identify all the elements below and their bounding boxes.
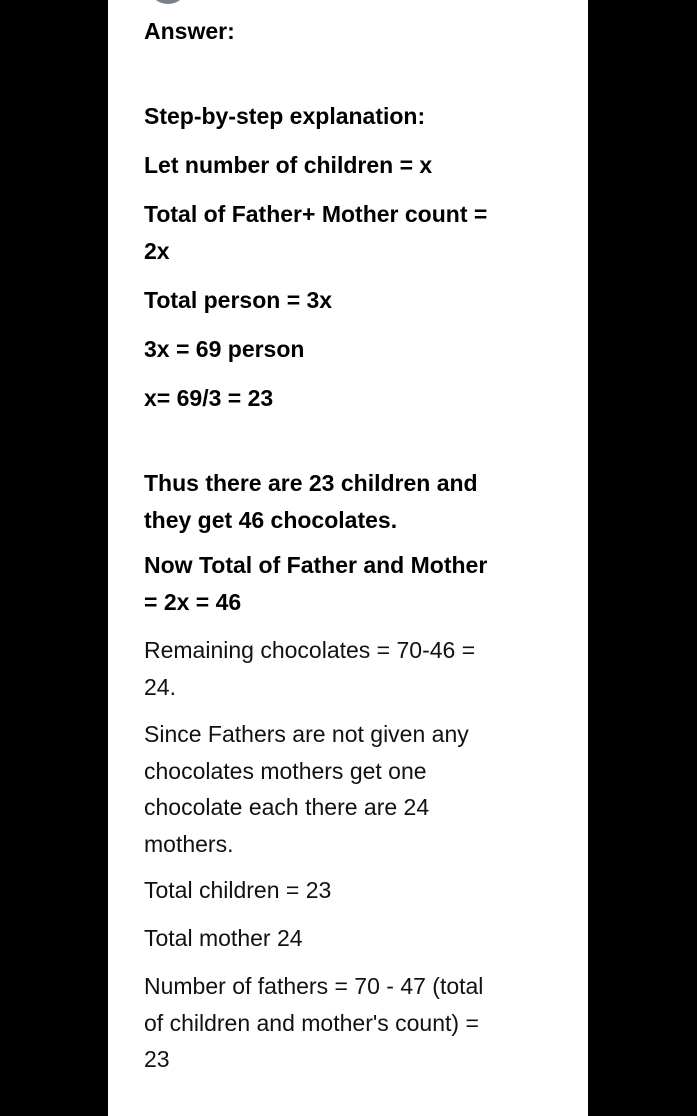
paragraph-line: of children and mother's count) =	[144, 1009, 479, 1036]
paragraph-line: Let number of children = x	[144, 152, 433, 178]
explanation-paragraph: Total person = 3x	[144, 282, 332, 319]
paragraph-line: chocolate each there are 24	[144, 794, 430, 820]
answer-label: Answer:	[144, 18, 235, 44]
paragraph-line: = 2x = 46	[144, 588, 242, 615]
paragraph-line: Thus there are 23 children and	[144, 470, 478, 496]
explanation-paragraph: Since Fathers are not given any chocolate…	[144, 716, 469, 862]
explanation-paragraph: 3x = 69 person	[144, 331, 304, 368]
paragraph-line: Total mother 24	[144, 925, 303, 951]
paragraph-line: x= 69/3 = 23	[144, 385, 274, 411]
explanation-paragraph: x= 69/3 = 23	[144, 380, 273, 417]
paragraph-line: Total children = 23	[144, 877, 332, 903]
paragraph-line: Since Fathers are not given any	[144, 721, 469, 747]
paragraph-line: chocolates mothers get one	[144, 757, 427, 784]
avatar	[148, 0, 188, 4]
paragraph-line: Total of Father+ Mother count =	[144, 201, 488, 227]
paragraph-line: Remaining chocolates = 70-46 =	[144, 637, 476, 663]
explanation-paragraph: Let number of children = x	[144, 147, 432, 184]
explanation-paragraph: Thus there are 23 children and they get 4…	[144, 465, 478, 538]
paragraph-line: Number of fathers = 70 - 47 (total	[144, 973, 484, 999]
paragraph-line: 23	[144, 1046, 170, 1072]
paragraph-line: 3x = 69 person	[144, 336, 305, 362]
paragraph-line: 24.	[144, 673, 176, 700]
explanation-paragraph: Total children = 23	[144, 872, 331, 909]
paragraph-line: Now Total of Father and Mother	[144, 552, 488, 578]
answer-panel	[108, 0, 588, 1116]
explanation-paragraph: Total of Father+ Mother count = 2x	[144, 196, 487, 269]
paragraph-line: 2x	[144, 237, 170, 264]
paragraph-line: mothers.	[144, 830, 234, 857]
paragraph-line: they get 46 chocolates.	[144, 506, 398, 533]
explanation-paragraph: Number of fathers = 70 - 47 (total of chi…	[144, 968, 483, 1078]
explanation-paragraph: Total mother 24	[144, 920, 303, 957]
paragraph-line: Total person = 3x	[144, 287, 333, 313]
explanation-label: Step-by-step explanation:	[144, 103, 426, 129]
explanation-paragraph: Remaining chocolates = 70-46 = 24.	[144, 632, 475, 705]
explanation-paragraph: Now Total of Father and Mother = 2x = 46	[144, 547, 487, 620]
